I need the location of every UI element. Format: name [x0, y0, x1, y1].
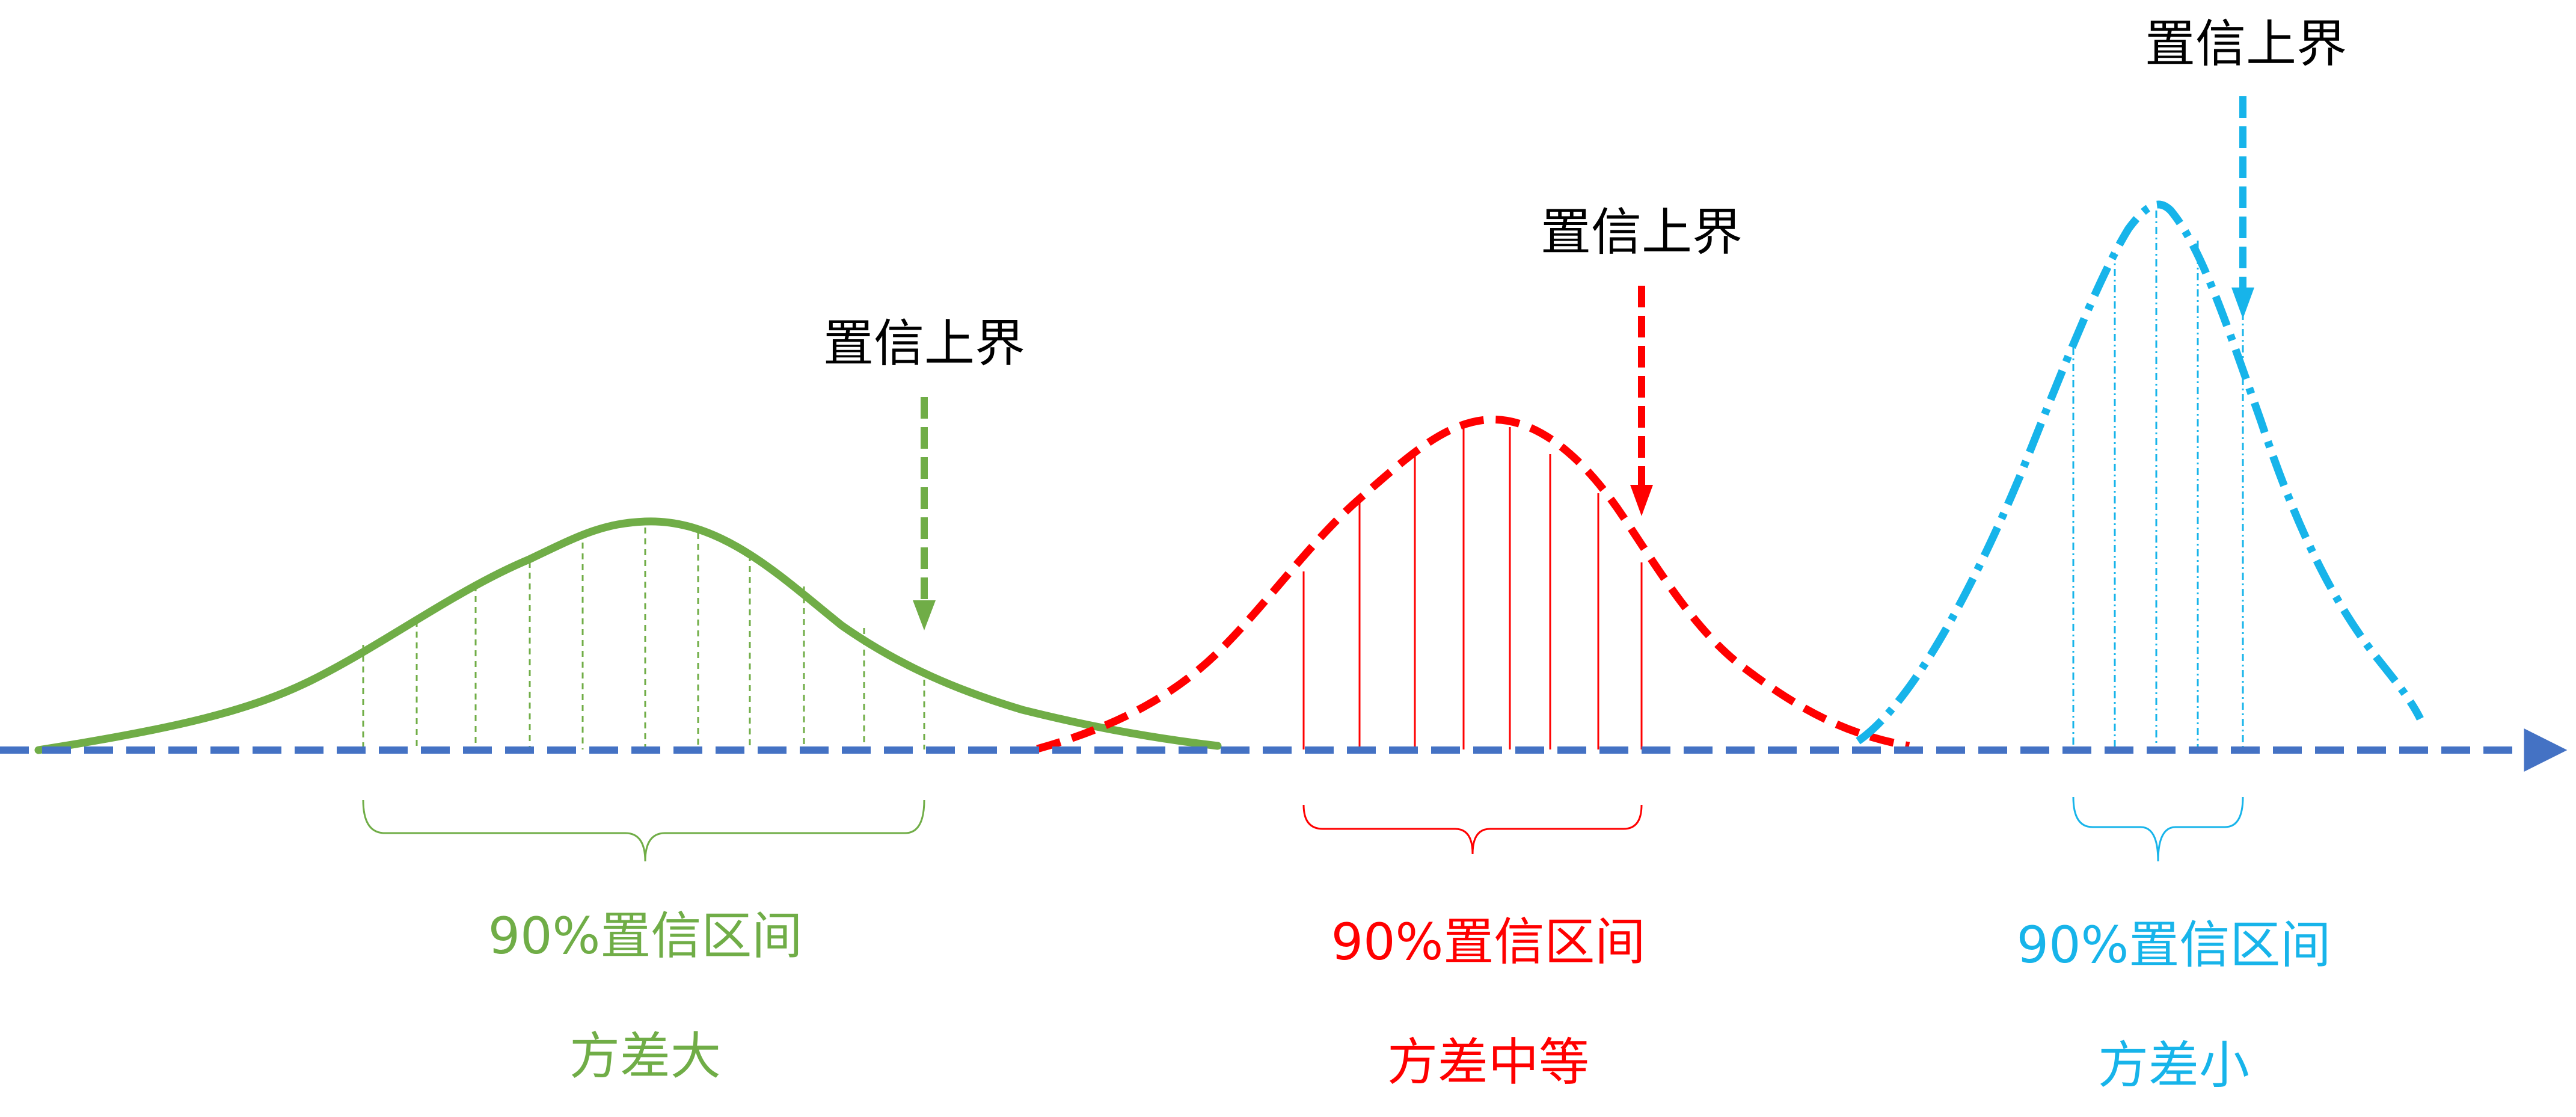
green-upper-bound-label: 置信上界: [823, 314, 1025, 373]
blue-interval-label: 90%置信区间: [2017, 915, 2331, 974]
green-variance-label: 方差大: [569, 1027, 721, 1086]
group-medium-variance: 置信上界 90%置信区间 方差中等: [1036, 203, 1910, 1092]
red-interval-brace: [1302, 804, 1643, 855]
green-interval-label: 90%置信区间: [488, 906, 803, 965]
red-distribution-curve: [1036, 415, 1910, 753]
blue-interval-brace: [2072, 796, 2244, 862]
blue-upper-bound-label: 置信上界: [2145, 14, 2347, 73]
group-large-variance: 置信上界 90%置信区间 方差大: [34, 314, 1222, 1086]
red-interval-hatch: [1302, 426, 1643, 749]
blue-arrowhead: [2231, 288, 2254, 319]
red-interval-label: 90%置信区间: [1331, 912, 1646, 971]
green-distribution-curve: [34, 517, 1222, 754]
group-small-variance: 置信上界 90%置信区间 方差小: [1856, 14, 2424, 1095]
green-interval-brace: [362, 799, 925, 862]
red-arrowhead: [1630, 485, 1653, 516]
blue-distribution-curve: [1856, 200, 2424, 745]
red-upper-bound-label: 置信上界: [1541, 203, 1743, 262]
green-interval-hatch: [362, 528, 925, 749]
green-arrowhead: [913, 600, 936, 630]
red-variance-label: 方差中等: [1387, 1033, 1589, 1092]
blue-variance-label: 方差小: [2098, 1036, 2249, 1095]
blue-interval-hatch: [2072, 211, 2244, 749]
